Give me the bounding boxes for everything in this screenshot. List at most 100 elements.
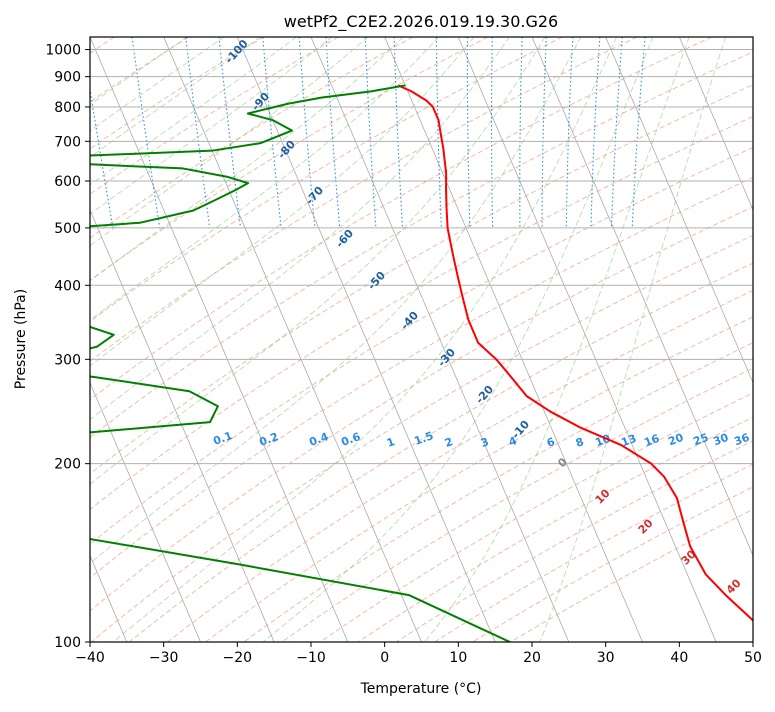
x-tick-label: −10 bbox=[296, 650, 326, 666]
mixing-ratio-line bbox=[610, 37, 623, 228]
moist-adiabat-line bbox=[90, 37, 475, 367]
mixing-ratio-line bbox=[185, 37, 211, 228]
mixing-ratio-line bbox=[364, 37, 377, 228]
mixing-ratio-label: 4 bbox=[507, 434, 519, 449]
dry-adiabat-line bbox=[510, 508, 753, 642]
moist-adiabat-line bbox=[90, 37, 225, 132]
dry-adiabat-line bbox=[90, 234, 753, 642]
isotherm-line bbox=[457, 37, 717, 642]
moist-adiabat-line bbox=[90, 37, 510, 421]
moist-adiabat-line bbox=[424, 37, 690, 642]
y-tick-label: 400 bbox=[54, 278, 81, 294]
dry-adiabat-line bbox=[90, 37, 414, 239]
background-lines bbox=[90, 37, 753, 642]
moist-adiabat-line bbox=[539, 37, 727, 642]
y-tick-label: 500 bbox=[54, 221, 81, 237]
x-tick-label: 10 bbox=[449, 650, 467, 666]
dry-adiabat-line bbox=[90, 146, 753, 545]
plot-frame bbox=[89, 36, 754, 643]
mixing-ratio-label: 0.6 bbox=[339, 430, 362, 449]
mixing-ratio-line bbox=[491, 37, 494, 228]
dry-adiabat-label: -60 bbox=[333, 227, 356, 251]
moist-adiabat-line bbox=[90, 37, 189, 106]
dry-adiabat-line bbox=[90, 37, 638, 362]
mixing-ratio-line bbox=[590, 37, 601, 228]
temperature-profile-line bbox=[397, 84, 753, 622]
moist-adiabat-label: 40 bbox=[724, 576, 744, 596]
dry-adiabat-line bbox=[90, 37, 264, 150]
mixing-ratio-line bbox=[631, 37, 646, 228]
y-axis-label: Pressure (hPa) bbox=[13, 289, 29, 389]
moist-adiabat-line bbox=[90, 37, 582, 564]
dry-adiabat-label: -100 bbox=[223, 37, 251, 66]
dry-adiabat-line bbox=[90, 176, 753, 579]
mixing-ratio-label: 0.1 bbox=[211, 429, 234, 448]
y-tick-label: 200 bbox=[54, 457, 81, 473]
mixing-ratio-label: 6 bbox=[545, 435, 557, 450]
mixing-ratio-label: 2 bbox=[443, 435, 455, 450]
dewpoint-profile-line bbox=[90, 84, 511, 642]
y-tick-label: 600 bbox=[54, 174, 81, 190]
dry-adiabat-label: -20 bbox=[473, 383, 496, 407]
y-tick-label: 900 bbox=[54, 70, 81, 86]
mixing-ratio-label: 8 bbox=[574, 435, 586, 450]
isotherm-line bbox=[678, 37, 753, 211]
moist-adiabat-line bbox=[90, 37, 546, 485]
axes: −40 −30 −20 −10 0 10 20 30 40 50 1000 900 800 700 600 5… bbox=[45, 43, 762, 666]
dry-adiabat-line bbox=[167, 289, 753, 642]
isotherm-line bbox=[752, 37, 753, 39]
x-tick-label: 20 bbox=[523, 650, 541, 666]
dry-adiabat-line bbox=[90, 84, 753, 475]
dry-adiabat-line bbox=[90, 37, 488, 281]
dry-adiabat-line bbox=[357, 416, 753, 642]
moist-adiabat-line bbox=[90, 37, 297, 186]
mixing-ratio-label: 0.2 bbox=[257, 430, 280, 449]
x-tick-label: −30 bbox=[149, 650, 179, 666]
mixing-ratio-label: 25 bbox=[691, 431, 710, 448]
dry-adiabat-line bbox=[90, 37, 712, 401]
chart-title: wetPf2_C2E2.2026.019.19.30.G26 bbox=[284, 12, 558, 32]
moist-adiabat-line bbox=[90, 37, 261, 158]
moist-adiabat-label: 10 bbox=[593, 486, 613, 506]
dry-adiabat-label: -30 bbox=[435, 346, 458, 370]
dry-adiabat-line bbox=[90, 115, 753, 510]
dry-adiabat-line bbox=[90, 37, 339, 195]
isotherm-line bbox=[384, 37, 643, 642]
mixing-ratio-line bbox=[298, 37, 316, 228]
mixing-ratio-line bbox=[466, 37, 471, 228]
dry-adiabat-line bbox=[243, 342, 753, 642]
mixing-ratio-label: 1 bbox=[385, 435, 397, 450]
mixing-ratio-label: 36 bbox=[732, 431, 751, 449]
moist-adiabat-line bbox=[112, 37, 618, 642]
dry-adiabat-line bbox=[90, 37, 563, 322]
mixing-ratio-line bbox=[218, 37, 242, 228]
mixing-ratio-label: 13 bbox=[619, 432, 638, 449]
mixing-ratio-line bbox=[565, 37, 574, 228]
y-tick-label: 1000 bbox=[45, 43, 81, 59]
mixing-ratio-label: 0.4 bbox=[307, 430, 330, 449]
isotherm-line bbox=[90, 381, 201, 642]
dry-adiabat-line bbox=[205, 316, 753, 642]
dry-adiabat-label: -50 bbox=[365, 269, 388, 293]
y-tick-label: 800 bbox=[54, 100, 81, 116]
moist-adiabat-line bbox=[90, 37, 404, 282]
mixing-ratio-label: 1.5 bbox=[412, 429, 435, 448]
x-tick-label: −40 bbox=[75, 650, 105, 666]
y-tick-label: 700 bbox=[54, 134, 81, 150]
mixing-ratio-line bbox=[90, 85, 114, 228]
mixing-ratio-label: 3 bbox=[479, 435, 491, 450]
isotherm-line bbox=[605, 37, 753, 384]
moist-adiabat-line bbox=[90, 37, 333, 215]
isotherm-line bbox=[90, 37, 349, 642]
moist-adiabat-line bbox=[262, 37, 654, 642]
isotherm-line bbox=[531, 37, 753, 557]
isotherm-line bbox=[236, 37, 496, 642]
x-axis-label: Temperature (°C) bbox=[360, 681, 482, 697]
x-tick-label: −20 bbox=[223, 650, 253, 666]
y-tick-label: 100 bbox=[54, 635, 81, 651]
isotherm-line bbox=[90, 208, 275, 642]
moist-adiabat-line bbox=[90, 37, 369, 247]
dry-adiabat-line bbox=[90, 51, 753, 438]
